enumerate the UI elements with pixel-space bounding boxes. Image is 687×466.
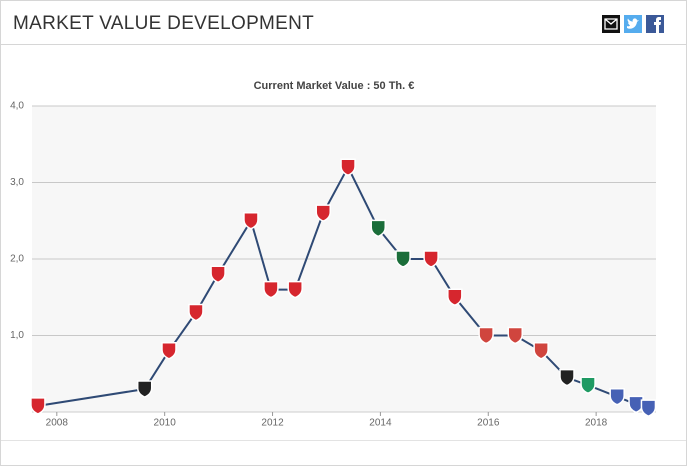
club-marker	[559, 368, 575, 387]
club-marker	[580, 376, 596, 395]
club-marker	[395, 250, 411, 268]
club-marker	[370, 219, 386, 238]
club-marker	[287, 280, 303, 299]
email-glyph	[604, 18, 618, 30]
y-tick-label: 1,0	[10, 330, 24, 341]
x-tick-label: 2018	[585, 418, 608, 429]
club-marker	[609, 387, 625, 406]
chart-subtitle: Current Market Value : 50 Th. €	[254, 80, 415, 92]
x-tick-label: 2012	[261, 418, 284, 429]
y-tick-label: 2,0	[10, 254, 24, 265]
value-line	[37, 165, 649, 410]
share-facebook[interactable]	[646, 15, 664, 33]
club-marker	[263, 280, 279, 299]
club-marker	[30, 397, 46, 415]
club-marker	[640, 399, 657, 417]
club-marker	[423, 250, 439, 268]
share-email[interactable]	[602, 15, 620, 33]
x-tick-label: 2016	[477, 418, 500, 429]
club-marker	[340, 158, 356, 177]
club-marker	[478, 326, 494, 345]
header-title: MARKET VALUE DEVELOPMENT	[13, 13, 314, 34]
club-marker	[161, 342, 177, 360]
share-twitter[interactable]	[624, 15, 642, 33]
club-marker	[507, 326, 523, 345]
club-marker	[243, 212, 259, 230]
y-tick-label: 4,0	[10, 101, 24, 112]
club-marker	[136, 380, 153, 398]
twitter-glyph	[627, 18, 639, 29]
y-tick-label: 3,0	[10, 177, 24, 188]
facebook-glyph	[654, 17, 661, 33]
club-marker	[533, 342, 549, 360]
club-marker	[188, 303, 204, 322]
x-tick-label: 2010	[154, 418, 177, 429]
x-tick-label: 2008	[46, 418, 69, 429]
club-marker	[210, 265, 226, 284]
x-tick-label: 2014	[369, 418, 392, 429]
club-marker	[447, 288, 463, 307]
club-marker	[315, 204, 331, 222]
